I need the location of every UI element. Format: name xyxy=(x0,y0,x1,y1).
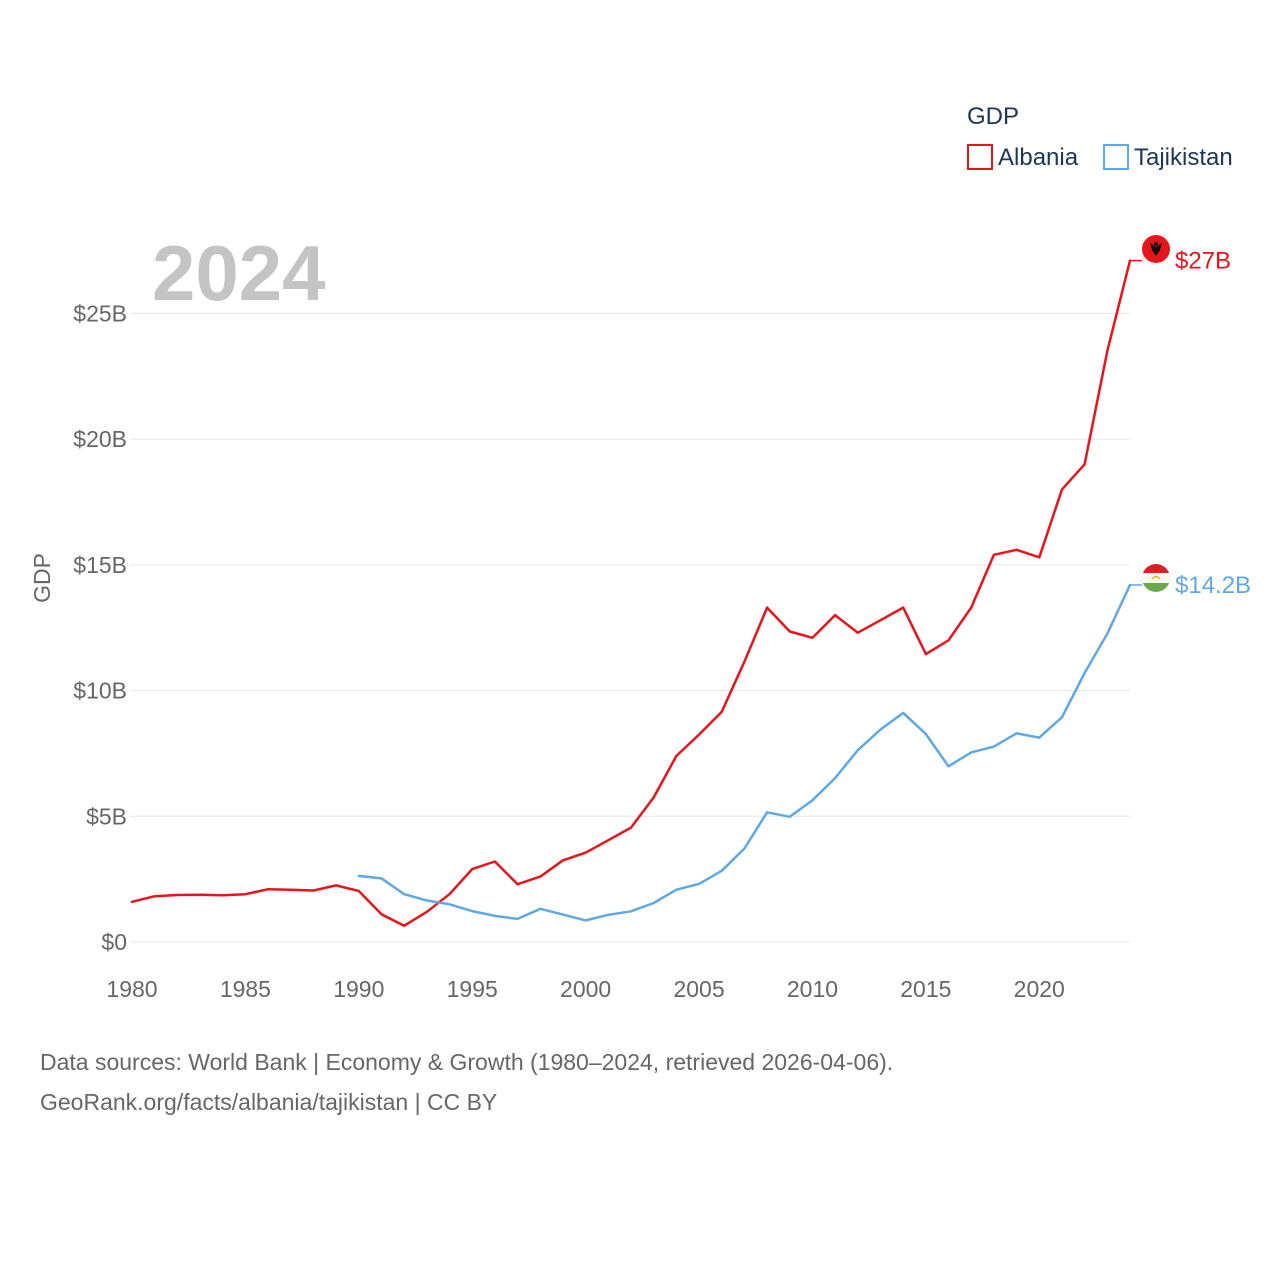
year-watermark: 2024 xyxy=(152,229,326,317)
gdp-line-chart: $0 $5B $10B $15B $20B $25B 1980 1985 1990 1995 20… xyxy=(29,103,1251,1002)
y-tick-label: $5B xyxy=(86,803,127,829)
x-axis-ticks: 1980 1985 1990 1995 2000 2005 2010 2015 2020 xyxy=(106,976,1064,1002)
y-tick-label: $25B xyxy=(73,300,127,326)
x-tick-label: 1980 xyxy=(106,976,157,1002)
y-tick-label: $0 xyxy=(101,929,127,955)
end-labels: $27B $14.2B xyxy=(1130,248,1251,599)
x-tick-label: 2020 xyxy=(1014,976,1065,1002)
x-tick-label: 2010 xyxy=(787,976,838,1002)
y-tick-label: $15B xyxy=(73,552,127,578)
tajikistan-flag-icon xyxy=(1142,564,1170,592)
legend[interactable]: GDP Albania Tajikistan xyxy=(967,103,1233,171)
x-tick-label: 2015 xyxy=(900,976,951,1002)
legend-item-albania[interactable]: Albania xyxy=(967,144,1079,171)
y-tick-label: $20B xyxy=(73,426,127,452)
x-tick-label: 1995 xyxy=(447,976,498,1002)
series-line-albania xyxy=(130,259,1132,927)
source-line-1: Data sources: World Bank | Economy & Gro… xyxy=(40,1049,894,1075)
series-line-tajikistan xyxy=(357,583,1132,922)
legend-title: GDP xyxy=(967,103,1019,130)
end-label-tajikistan: $14.2B xyxy=(1175,572,1251,599)
legend-label-albania: Albania xyxy=(998,144,1079,171)
gridlines xyxy=(130,312,1130,943)
y-axis-ticks: $0 $5B $10B $15B $20B $25B xyxy=(73,300,127,955)
legend-item-tajikistan[interactable]: Tajikistan xyxy=(1103,144,1233,171)
x-tick-label: 1985 xyxy=(220,976,271,1002)
x-tick-label: 2000 xyxy=(560,976,611,1002)
legend-swatch-tajikistan xyxy=(1103,144,1129,170)
x-tick-label: 2005 xyxy=(673,976,724,1002)
y-axis-title: GDP xyxy=(29,553,55,603)
legend-label-tajikistan: Tajikistan xyxy=(1134,144,1233,171)
series-lines xyxy=(130,259,1132,927)
y-tick-label: $10B xyxy=(73,678,127,704)
end-label-albania: $27B xyxy=(1175,248,1231,275)
x-tick-label: 1990 xyxy=(333,976,384,1002)
source-line-2: GeoRank.org/facts/albania/tajikistan | C… xyxy=(40,1089,498,1115)
source-footnote: Data sources: World Bank | Economy & Gro… xyxy=(40,1042,1240,1122)
albania-flag-icon xyxy=(1142,235,1170,263)
legend-swatch-albania xyxy=(967,144,993,170)
